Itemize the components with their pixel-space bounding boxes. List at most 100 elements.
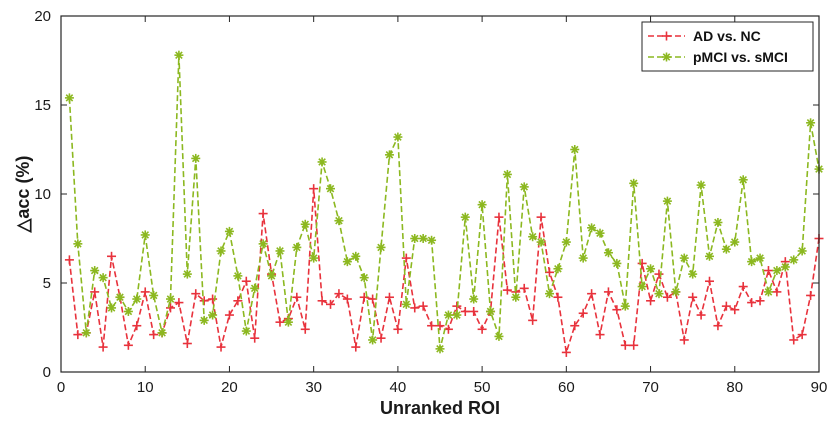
legend: AD vs. NC pMCI vs. sMCI	[641, 21, 814, 72]
data-point	[620, 340, 630, 350]
tick-layer: 0 10 20 30 40 50 60 70 80 90 0 5 10 15 20	[34, 8, 827, 396]
data-point	[326, 184, 336, 194]
data-point	[578, 253, 588, 263]
data-point	[544, 267, 554, 277]
data-point	[342, 294, 352, 304]
data-point	[132, 321, 142, 331]
data-point	[646, 296, 656, 306]
data-point	[536, 237, 546, 247]
data-point	[662, 292, 672, 302]
data-point	[351, 342, 361, 352]
data-point	[233, 271, 243, 281]
data-point	[300, 324, 310, 334]
data-point	[528, 315, 538, 325]
data-point	[789, 255, 799, 265]
data-point	[275, 246, 285, 256]
data-point	[165, 303, 175, 313]
data-point	[107, 251, 117, 261]
data-point	[486, 306, 496, 316]
data-point	[688, 292, 698, 302]
data-point	[191, 153, 201, 163]
data-point	[73, 239, 83, 249]
data-point	[570, 145, 580, 154]
data-point	[384, 150, 394, 160]
data-point	[64, 93, 74, 103]
data-point	[250, 333, 260, 343]
x-tick-label: 10	[137, 379, 154, 396]
data-point	[662, 196, 672, 206]
data-point	[359, 292, 369, 302]
data-point	[460, 212, 470, 222]
data-point	[460, 306, 470, 316]
series-line	[68, 55, 820, 350]
data-point	[494, 331, 504, 341]
data-point	[519, 283, 529, 293]
data-point	[216, 246, 226, 256]
data-point	[241, 276, 251, 286]
data-point	[696, 180, 706, 190]
data-point	[326, 299, 336, 309]
data-point	[578, 308, 588, 318]
data-point	[376, 242, 386, 252]
data-point	[182, 339, 192, 349]
legend-items: AD vs. NC pMCI vs. sMCI	[648, 28, 788, 65]
x-tick-label: 50	[474, 379, 491, 396]
data-point	[477, 324, 487, 334]
data-point	[511, 292, 521, 302]
legend-label: pMCI vs. sMCI	[693, 49, 788, 65]
data-point	[679, 253, 689, 263]
y-tick-label: 20	[34, 8, 51, 25]
data-point	[713, 321, 723, 331]
data-point	[595, 228, 605, 238]
data-point	[90, 266, 100, 276]
data-point	[149, 330, 159, 340]
data-point	[721, 244, 731, 254]
data-point	[283, 317, 293, 327]
data-point	[174, 50, 184, 60]
data-point	[587, 223, 597, 233]
data-point	[233, 296, 243, 306]
data-point	[199, 315, 209, 325]
series-layer	[64, 50, 824, 357]
legend-entry: pMCI vs. sMCI	[648, 49, 788, 65]
data-point	[620, 301, 630, 311]
data-point	[267, 271, 277, 281]
data-point	[435, 344, 445, 354]
data-point	[587, 289, 597, 299]
data-point	[258, 209, 268, 219]
data-point	[309, 253, 319, 263]
data-point	[98, 342, 108, 352]
x-tick-label: 40	[390, 379, 407, 396]
data-point	[224, 310, 234, 320]
data-point	[275, 317, 285, 327]
data-point	[418, 234, 428, 243]
data-point	[654, 289, 664, 299]
data-point	[199, 296, 209, 306]
data-point	[536, 212, 546, 222]
data-point	[561, 237, 571, 247]
data-point	[300, 219, 310, 229]
data-point	[705, 276, 715, 286]
x-tick-label: 60	[558, 379, 575, 396]
data-point	[654, 269, 664, 279]
data-point	[763, 287, 773, 297]
data-point	[107, 303, 117, 313]
data-point	[469, 306, 479, 316]
data-point	[334, 216, 344, 226]
x-tick-label: 20	[221, 379, 238, 396]
data-point	[224, 226, 234, 236]
series-pmci-vs-smci	[64, 50, 824, 354]
data-point	[755, 296, 765, 306]
data-point	[494, 212, 504, 222]
data-point	[797, 246, 807, 256]
data-point	[427, 235, 437, 245]
data-point	[544, 289, 554, 299]
data-point	[317, 296, 327, 306]
data-point	[351, 251, 361, 261]
data-point	[603, 248, 613, 258]
data-point	[393, 132, 403, 142]
data-point	[208, 294, 218, 304]
data-point	[292, 242, 302, 252]
data-point	[705, 251, 715, 261]
y-tick-label: 5	[43, 275, 51, 292]
